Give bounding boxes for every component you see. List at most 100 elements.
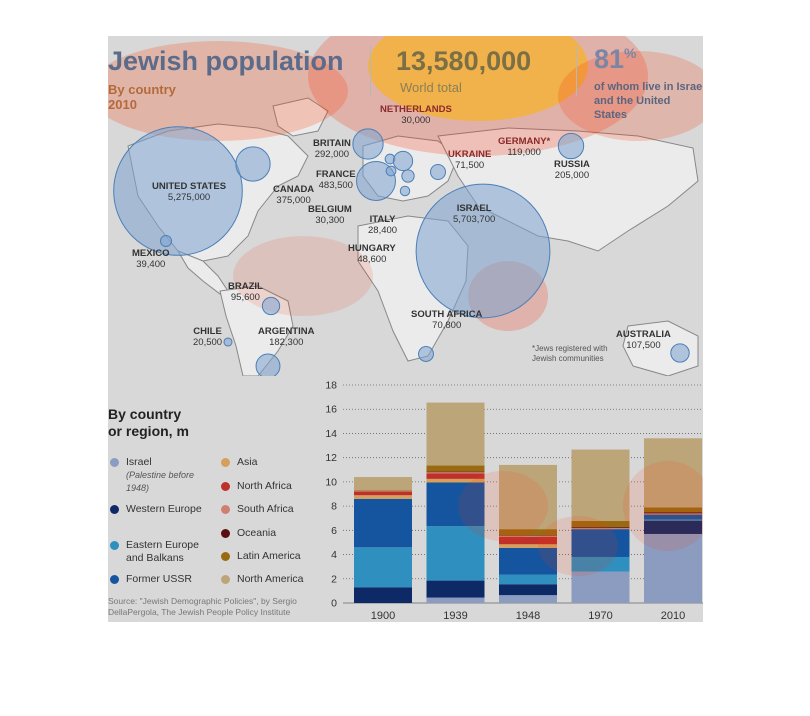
country-value: 70,800 bbox=[432, 320, 462, 331]
country-label: HUNGARY 48,600 bbox=[348, 243, 396, 265]
world-total-label: World total bbox=[400, 80, 462, 95]
share-suffix: % bbox=[624, 45, 637, 61]
population-bubble bbox=[430, 164, 446, 180]
bar-segment bbox=[644, 514, 702, 520]
bar-segment bbox=[354, 477, 412, 491]
bar-segment bbox=[426, 482, 485, 527]
bar-segment bbox=[426, 478, 485, 483]
country-name: FRANCE bbox=[316, 169, 356, 180]
share-value: 81% bbox=[594, 44, 637, 75]
legend-swatch bbox=[221, 575, 230, 584]
subtitle-year: 2010 bbox=[108, 97, 137, 112]
infographic-panel: Jewish population By country 2010 13,580… bbox=[108, 36, 703, 622]
map-footnote: *Jews registered with Jewish communities bbox=[532, 344, 608, 363]
country-name: ITALY bbox=[369, 214, 396, 225]
page-subtitle: By country 2010 bbox=[108, 82, 176, 112]
bar-segment bbox=[426, 580, 485, 598]
legend-label: Former USSR bbox=[126, 573, 192, 585]
country-value: 182,300 bbox=[269, 337, 304, 348]
y-tick-label: 10 bbox=[325, 476, 337, 488]
header-divider bbox=[576, 46, 577, 96]
country-label: UNITED STATES 5,275,000 bbox=[152, 181, 226, 203]
x-tick-label: 1939 bbox=[443, 610, 467, 622]
country-label: CANADA 375,000 bbox=[273, 184, 314, 206]
source-note: Source: "Jewish Demographic Policies", b… bbox=[108, 596, 297, 617]
bar-segment bbox=[499, 574, 557, 585]
country-label: MEXICO 39,400 bbox=[132, 248, 169, 270]
heat-spot bbox=[308, 36, 648, 156]
bar-segment bbox=[644, 507, 702, 513]
country-name: ARGENTINA bbox=[258, 326, 315, 337]
legend-swatch bbox=[221, 529, 230, 538]
country-name: HUNGARY bbox=[348, 243, 396, 254]
population-bubble bbox=[261, 296, 281, 316]
country-name: GERMANY* bbox=[498, 136, 551, 147]
country-label: CHILE 20,500 bbox=[193, 326, 222, 348]
population-bubble bbox=[113, 126, 243, 256]
country-name: ISRAEL bbox=[456, 203, 492, 214]
y-tick-label: 8 bbox=[331, 501, 337, 513]
legend-note: (Palestine before 1948) bbox=[126, 470, 195, 493]
x-tick-label: 1948 bbox=[516, 610, 540, 622]
country-label: BRITAIN 292,000 bbox=[313, 138, 351, 160]
country-value: 292,000 bbox=[314, 149, 350, 160]
world-map bbox=[108, 36, 703, 376]
legend-label: North Africa bbox=[237, 480, 292, 492]
bar-segment bbox=[499, 544, 557, 548]
legend-label: Western Europe bbox=[126, 503, 202, 515]
stacked-bar-chart: 0 2 4 6 8 10 12 14 16 18 1900 1939 1948 1970 2010 bbox=[325, 380, 703, 622]
bar-segment bbox=[644, 520, 702, 534]
legend-label: Oceania bbox=[237, 527, 277, 539]
country-name: UKRAINE bbox=[448, 149, 492, 160]
share-number: 81 bbox=[594, 44, 625, 74]
legend-item: Israel (Palestine before 1948) bbox=[110, 456, 216, 495]
bar-segment bbox=[571, 556, 630, 572]
country-label: ITALY 28,400 bbox=[368, 214, 397, 236]
country-value: 48,600 bbox=[357, 254, 387, 265]
country-value: 95,600 bbox=[230, 292, 260, 303]
y-tick-label: 16 bbox=[325, 404, 337, 416]
population-bubble bbox=[399, 185, 411, 197]
legend-swatch bbox=[110, 541, 119, 550]
heat-spot bbox=[538, 516, 618, 576]
bar-segment bbox=[499, 547, 557, 575]
bar-segment bbox=[354, 491, 412, 496]
x-tick-label: 1970 bbox=[588, 610, 612, 622]
header-divider bbox=[370, 46, 371, 96]
country-value: 28,400 bbox=[368, 225, 398, 236]
country-name: MEXICO bbox=[132, 248, 170, 259]
population-bubble bbox=[557, 132, 585, 160]
country-label: ARGENTINA 182,300 bbox=[258, 326, 314, 348]
population-bubble bbox=[235, 146, 271, 182]
bar-segment bbox=[426, 597, 485, 603]
country-value: 71,500 bbox=[455, 160, 485, 171]
population-bubble bbox=[159, 234, 173, 248]
country-name: SOUTH AFRICA bbox=[411, 309, 483, 320]
country-label: AUSTRALIA 107,500 bbox=[616, 329, 671, 351]
legend-label: North America bbox=[237, 573, 304, 585]
country-value: 20,500 bbox=[193, 337, 223, 348]
country-value: 483,500 bbox=[318, 180, 353, 191]
population-bubble bbox=[415, 183, 551, 319]
legend-item: South Africa bbox=[221, 503, 327, 516]
country-label: GERMANY* 119,000 bbox=[498, 136, 550, 158]
country-value: 107,500 bbox=[626, 340, 661, 351]
bar-segment bbox=[354, 490, 412, 492]
country-name: RUSSIA bbox=[554, 159, 590, 170]
page-title: Jewish population bbox=[108, 46, 344, 76]
bar-segment bbox=[354, 587, 412, 603]
y-tick-label: 4 bbox=[331, 549, 337, 561]
legend-swatch bbox=[221, 482, 230, 491]
bar-segment bbox=[499, 536, 557, 545]
bar-segment bbox=[426, 465, 485, 472]
legend-label: Asia bbox=[237, 456, 258, 468]
bar-segment bbox=[499, 584, 557, 596]
country-label: FRANCE 483,500 bbox=[316, 169, 356, 191]
legend-item: North Africa bbox=[221, 480, 327, 493]
legend-item: Oceania bbox=[221, 527, 327, 540]
country-name: BELGIUM bbox=[308, 204, 352, 215]
bar-segment bbox=[499, 535, 557, 536]
bar-segment bbox=[499, 464, 557, 530]
bar-segment bbox=[426, 472, 485, 474]
country-label: RUSSIA 205,000 bbox=[554, 159, 590, 181]
